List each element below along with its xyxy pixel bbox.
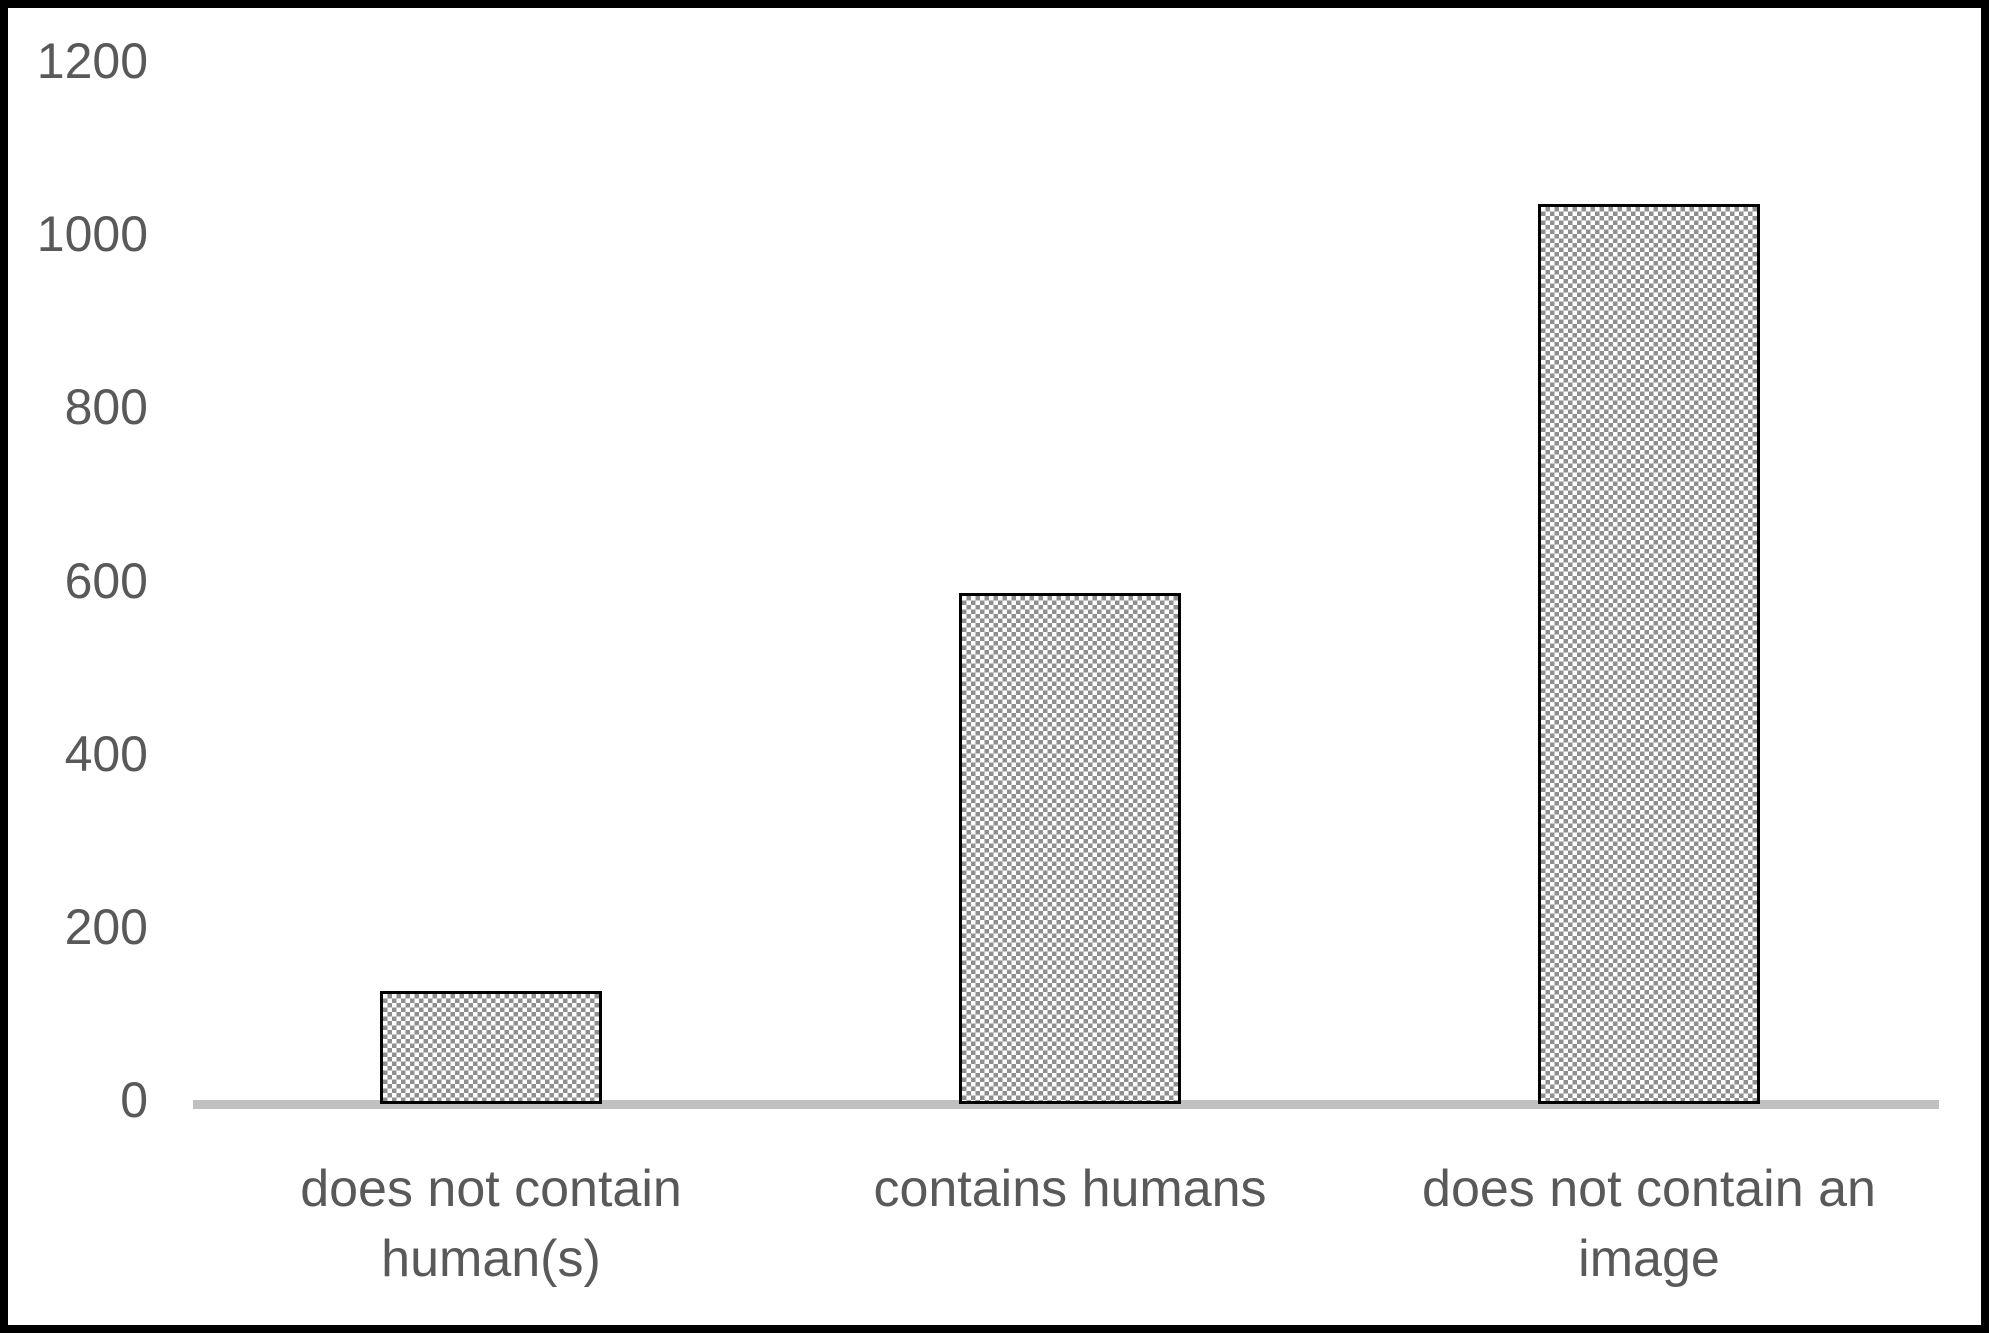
y-tick-label: 1200 (36, 33, 148, 89)
y-tick-label: 200 (64, 898, 148, 955)
bar-1 (380, 991, 602, 1104)
bar-3 (1538, 204, 1760, 1104)
y-tick-label: 400 (64, 725, 148, 782)
y-tick-label: 600 (64, 552, 148, 609)
y-tick-label: 1000 (36, 206, 148, 263)
y-tick-label: 0 (120, 1072, 148, 1128)
x-category-label: does not contain human(s) (300, 1160, 682, 1288)
x-category-label: does not contain an image (1422, 1160, 1876, 1288)
y-tick-label: 800 (64, 379, 148, 436)
x-axis-line (193, 1100, 1939, 1109)
bar-2 (959, 593, 1181, 1104)
x-category-label: contains humans (873, 1160, 1267, 1218)
